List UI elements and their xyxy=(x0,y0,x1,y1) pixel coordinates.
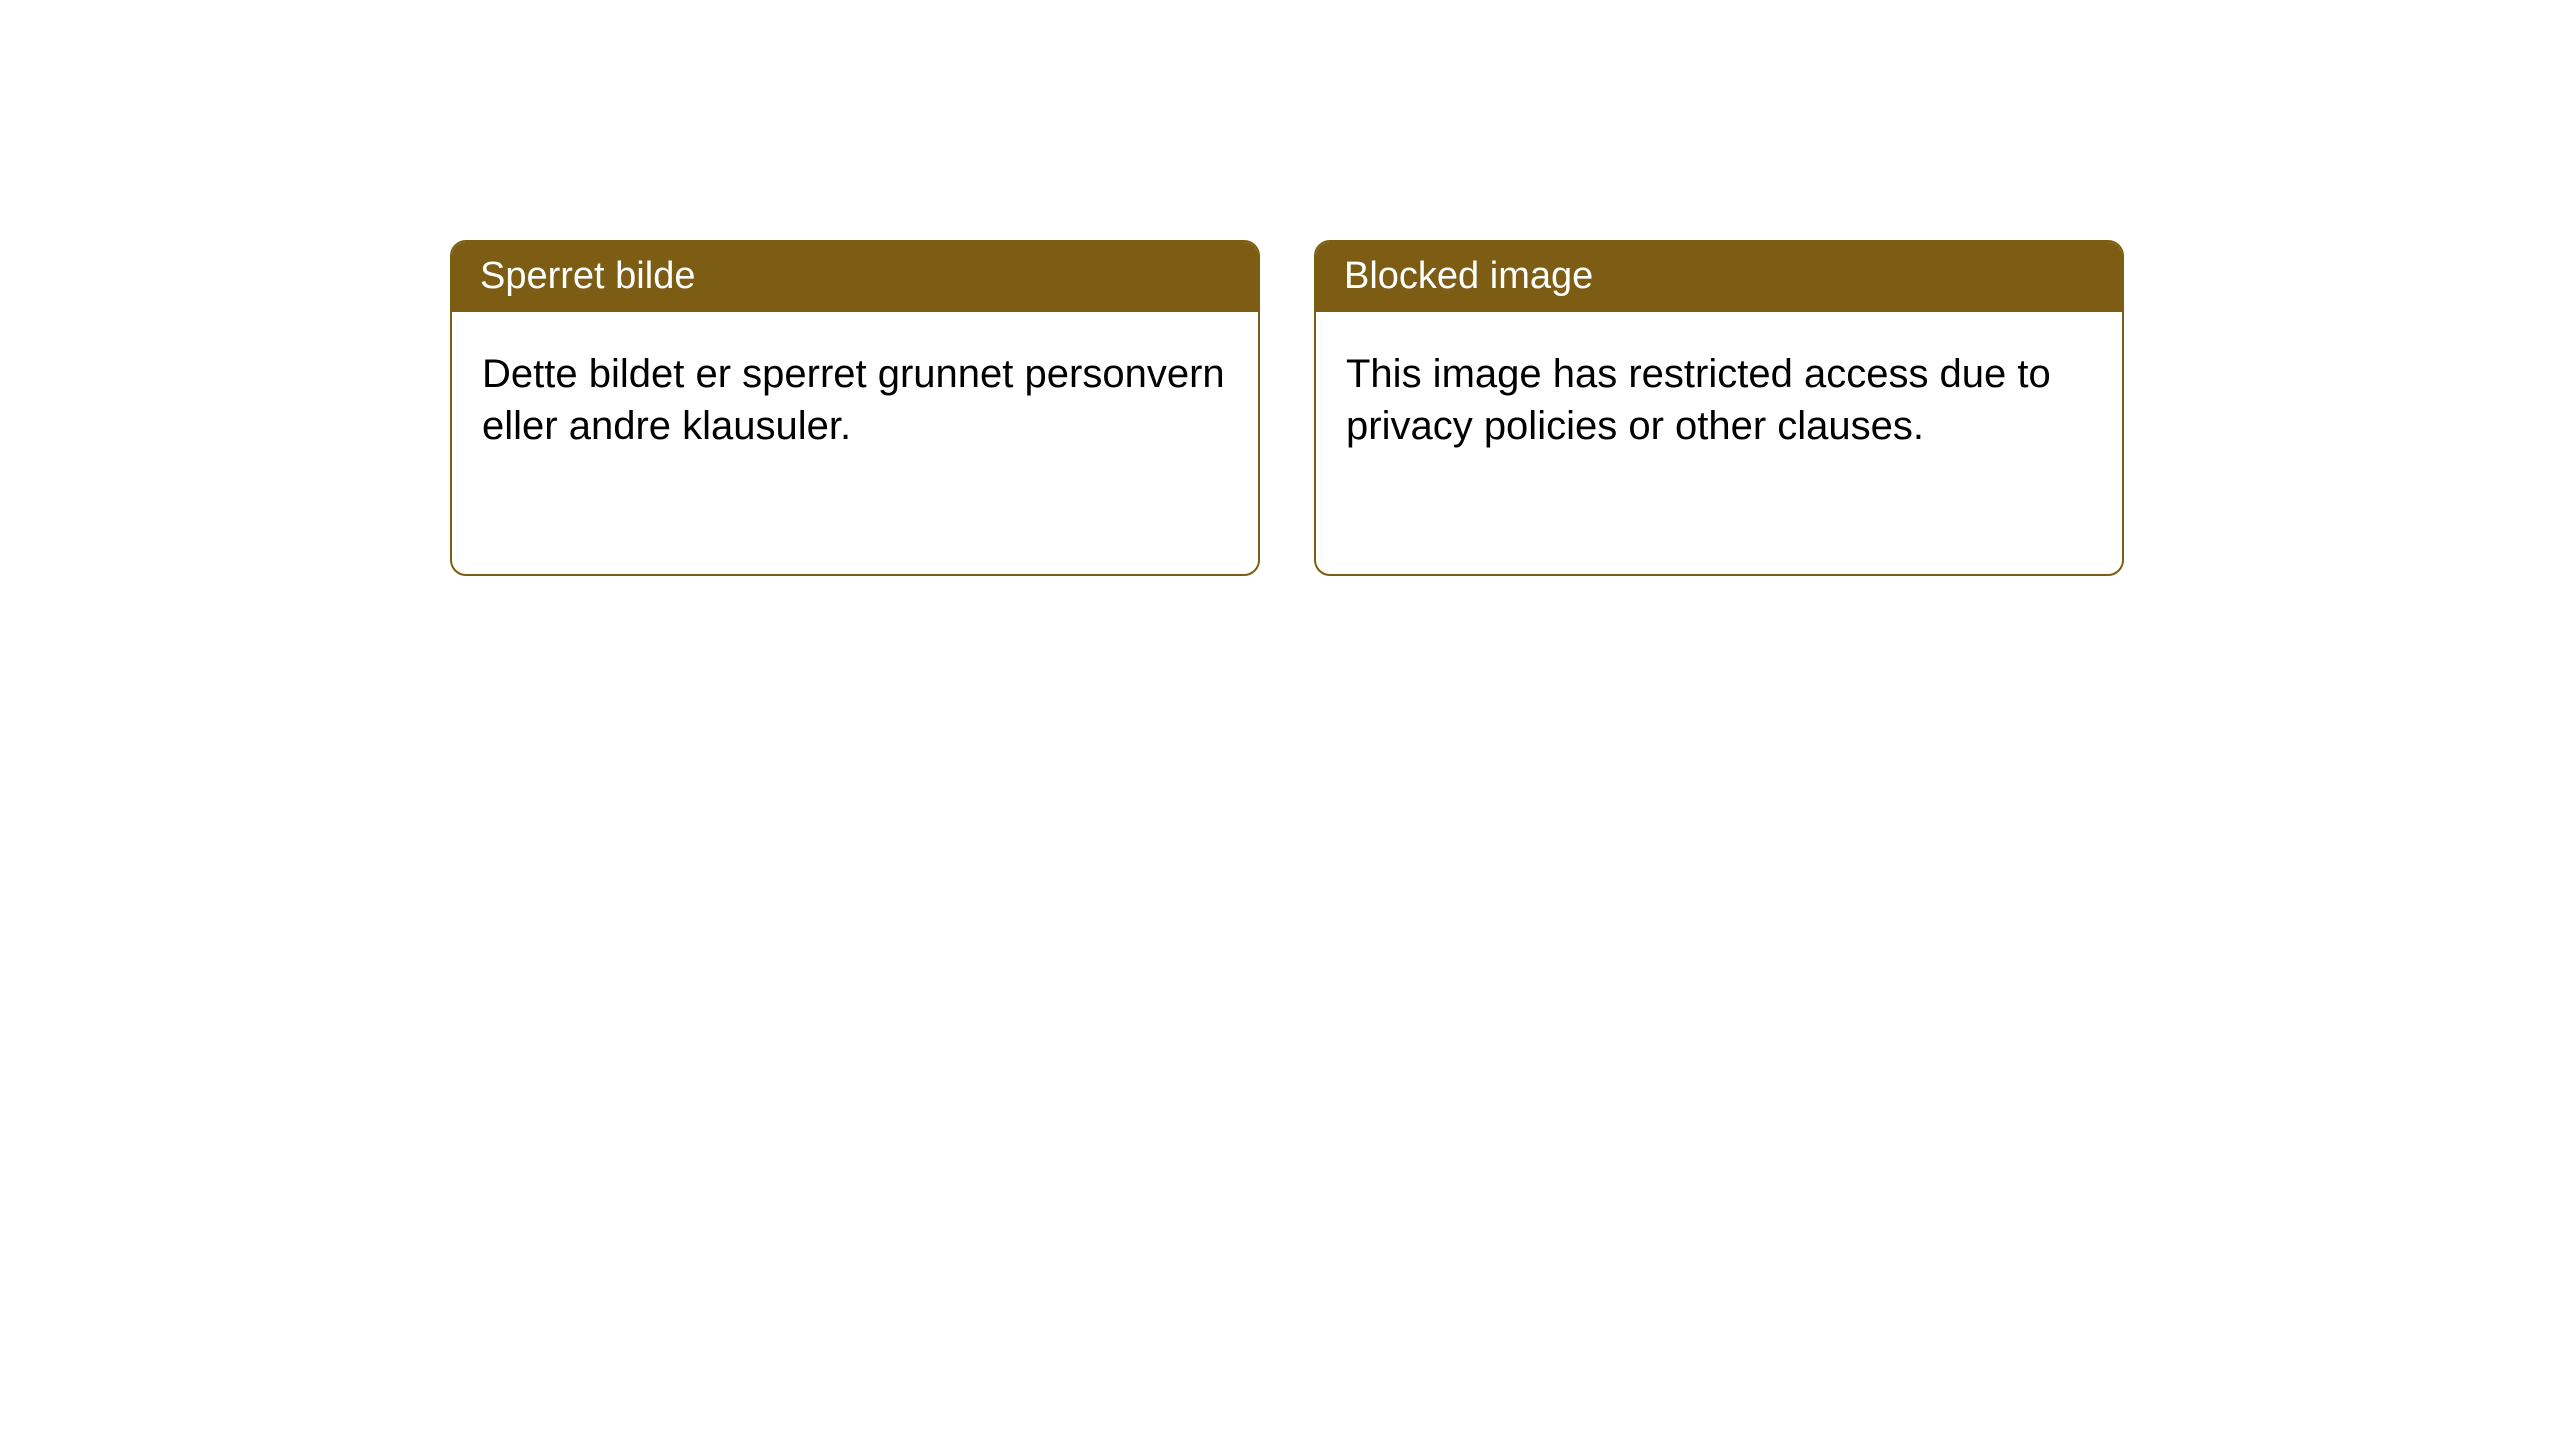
notice-body: This image has restricted access due to … xyxy=(1316,312,2122,488)
notice-body: Dette bildet er sperret grunnet personve… xyxy=(452,312,1258,488)
notice-container: Sperret bilde Dette bildet er sperret gr… xyxy=(0,0,2560,576)
notice-header: Blocked image xyxy=(1316,242,2122,312)
notice-box-norwegian: Sperret bilde Dette bildet er sperret gr… xyxy=(450,240,1260,576)
notice-box-english: Blocked image This image has restricted … xyxy=(1314,240,2124,576)
notice-header: Sperret bilde xyxy=(452,242,1258,312)
